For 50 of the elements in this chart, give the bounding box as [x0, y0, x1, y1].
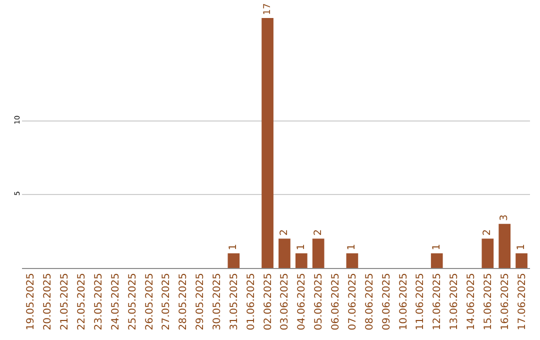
x-tick-label: 20.05.2025: [42, 273, 54, 330]
data-label: 1: [431, 244, 442, 250]
bar: [312, 238, 324, 268]
data-label: 2: [278, 229, 290, 236]
x-tick-label: 06.06.2025: [330, 273, 342, 330]
data-label: 17: [262, 3, 273, 15]
x-tick-label: 02.06.2025: [262, 273, 274, 330]
data-label: 3: [499, 214, 510, 221]
x-tick-label: 31.05.2025: [228, 273, 240, 330]
x-tick-label: 04.06.2025: [296, 273, 308, 330]
bar: [482, 238, 494, 268]
x-tick-label: 08.06.2025: [364, 273, 376, 330]
bar: [346, 253, 358, 268]
data-label: 2: [482, 229, 494, 236]
x-tick-label: 21.05.2025: [60, 273, 71, 330]
x-tick-label: 28.05.2025: [178, 273, 190, 330]
x-tick-label: 14.06.2025: [466, 273, 477, 330]
bar: [228, 253, 240, 268]
data-label: 1: [296, 244, 307, 250]
x-tick-label: 01.06.2025: [246, 273, 257, 330]
data-label: 1: [228, 244, 240, 250]
x-tick-label: 23.05.2025: [93, 273, 104, 330]
x-tick-label: 12.06.2025: [432, 273, 444, 330]
x-tick-label: 13.06.2025: [449, 273, 460, 330]
x-tick-label: 30.05.2025: [212, 273, 223, 330]
x-tick-label: 25.05.2025: [127, 273, 138, 330]
x-tick-label: 15.06.2025: [482, 273, 494, 330]
x-tick-label: 27.05.2025: [161, 273, 172, 330]
x-tick-label: 11.06.2025: [415, 273, 426, 330]
x-tick-label: 05.06.2025: [314, 273, 325, 330]
data-label: 2: [312, 229, 324, 236]
x-tick-label: 09.06.2025: [381, 273, 392, 330]
bar: [295, 253, 308, 268]
x-tick-label: 29.05.2025: [195, 273, 206, 330]
x-tick-label: 26.05.2025: [144, 273, 156, 330]
data-label: 1: [516, 244, 528, 250]
bar: [516, 253, 528, 268]
data-label: 1: [346, 244, 358, 250]
x-tick-label: 16.06.2025: [500, 273, 511, 330]
x-tick-label: 10.06.2025: [398, 273, 410, 330]
bar: [498, 224, 511, 268]
bar: [430, 253, 443, 268]
x-tick-label: 19.05.2025: [26, 273, 37, 330]
x-tick-label: 03.06.2025: [280, 273, 291, 330]
x-tick-label: 17.06.2025: [516, 273, 528, 330]
bar: [278, 238, 290, 268]
x-tick-label: 07.06.2025: [347, 273, 358, 330]
x-tick-label: 22.05.2025: [76, 273, 88, 330]
bar: [262, 18, 274, 268]
x-tick-label: 24.05.2025: [110, 273, 122, 330]
